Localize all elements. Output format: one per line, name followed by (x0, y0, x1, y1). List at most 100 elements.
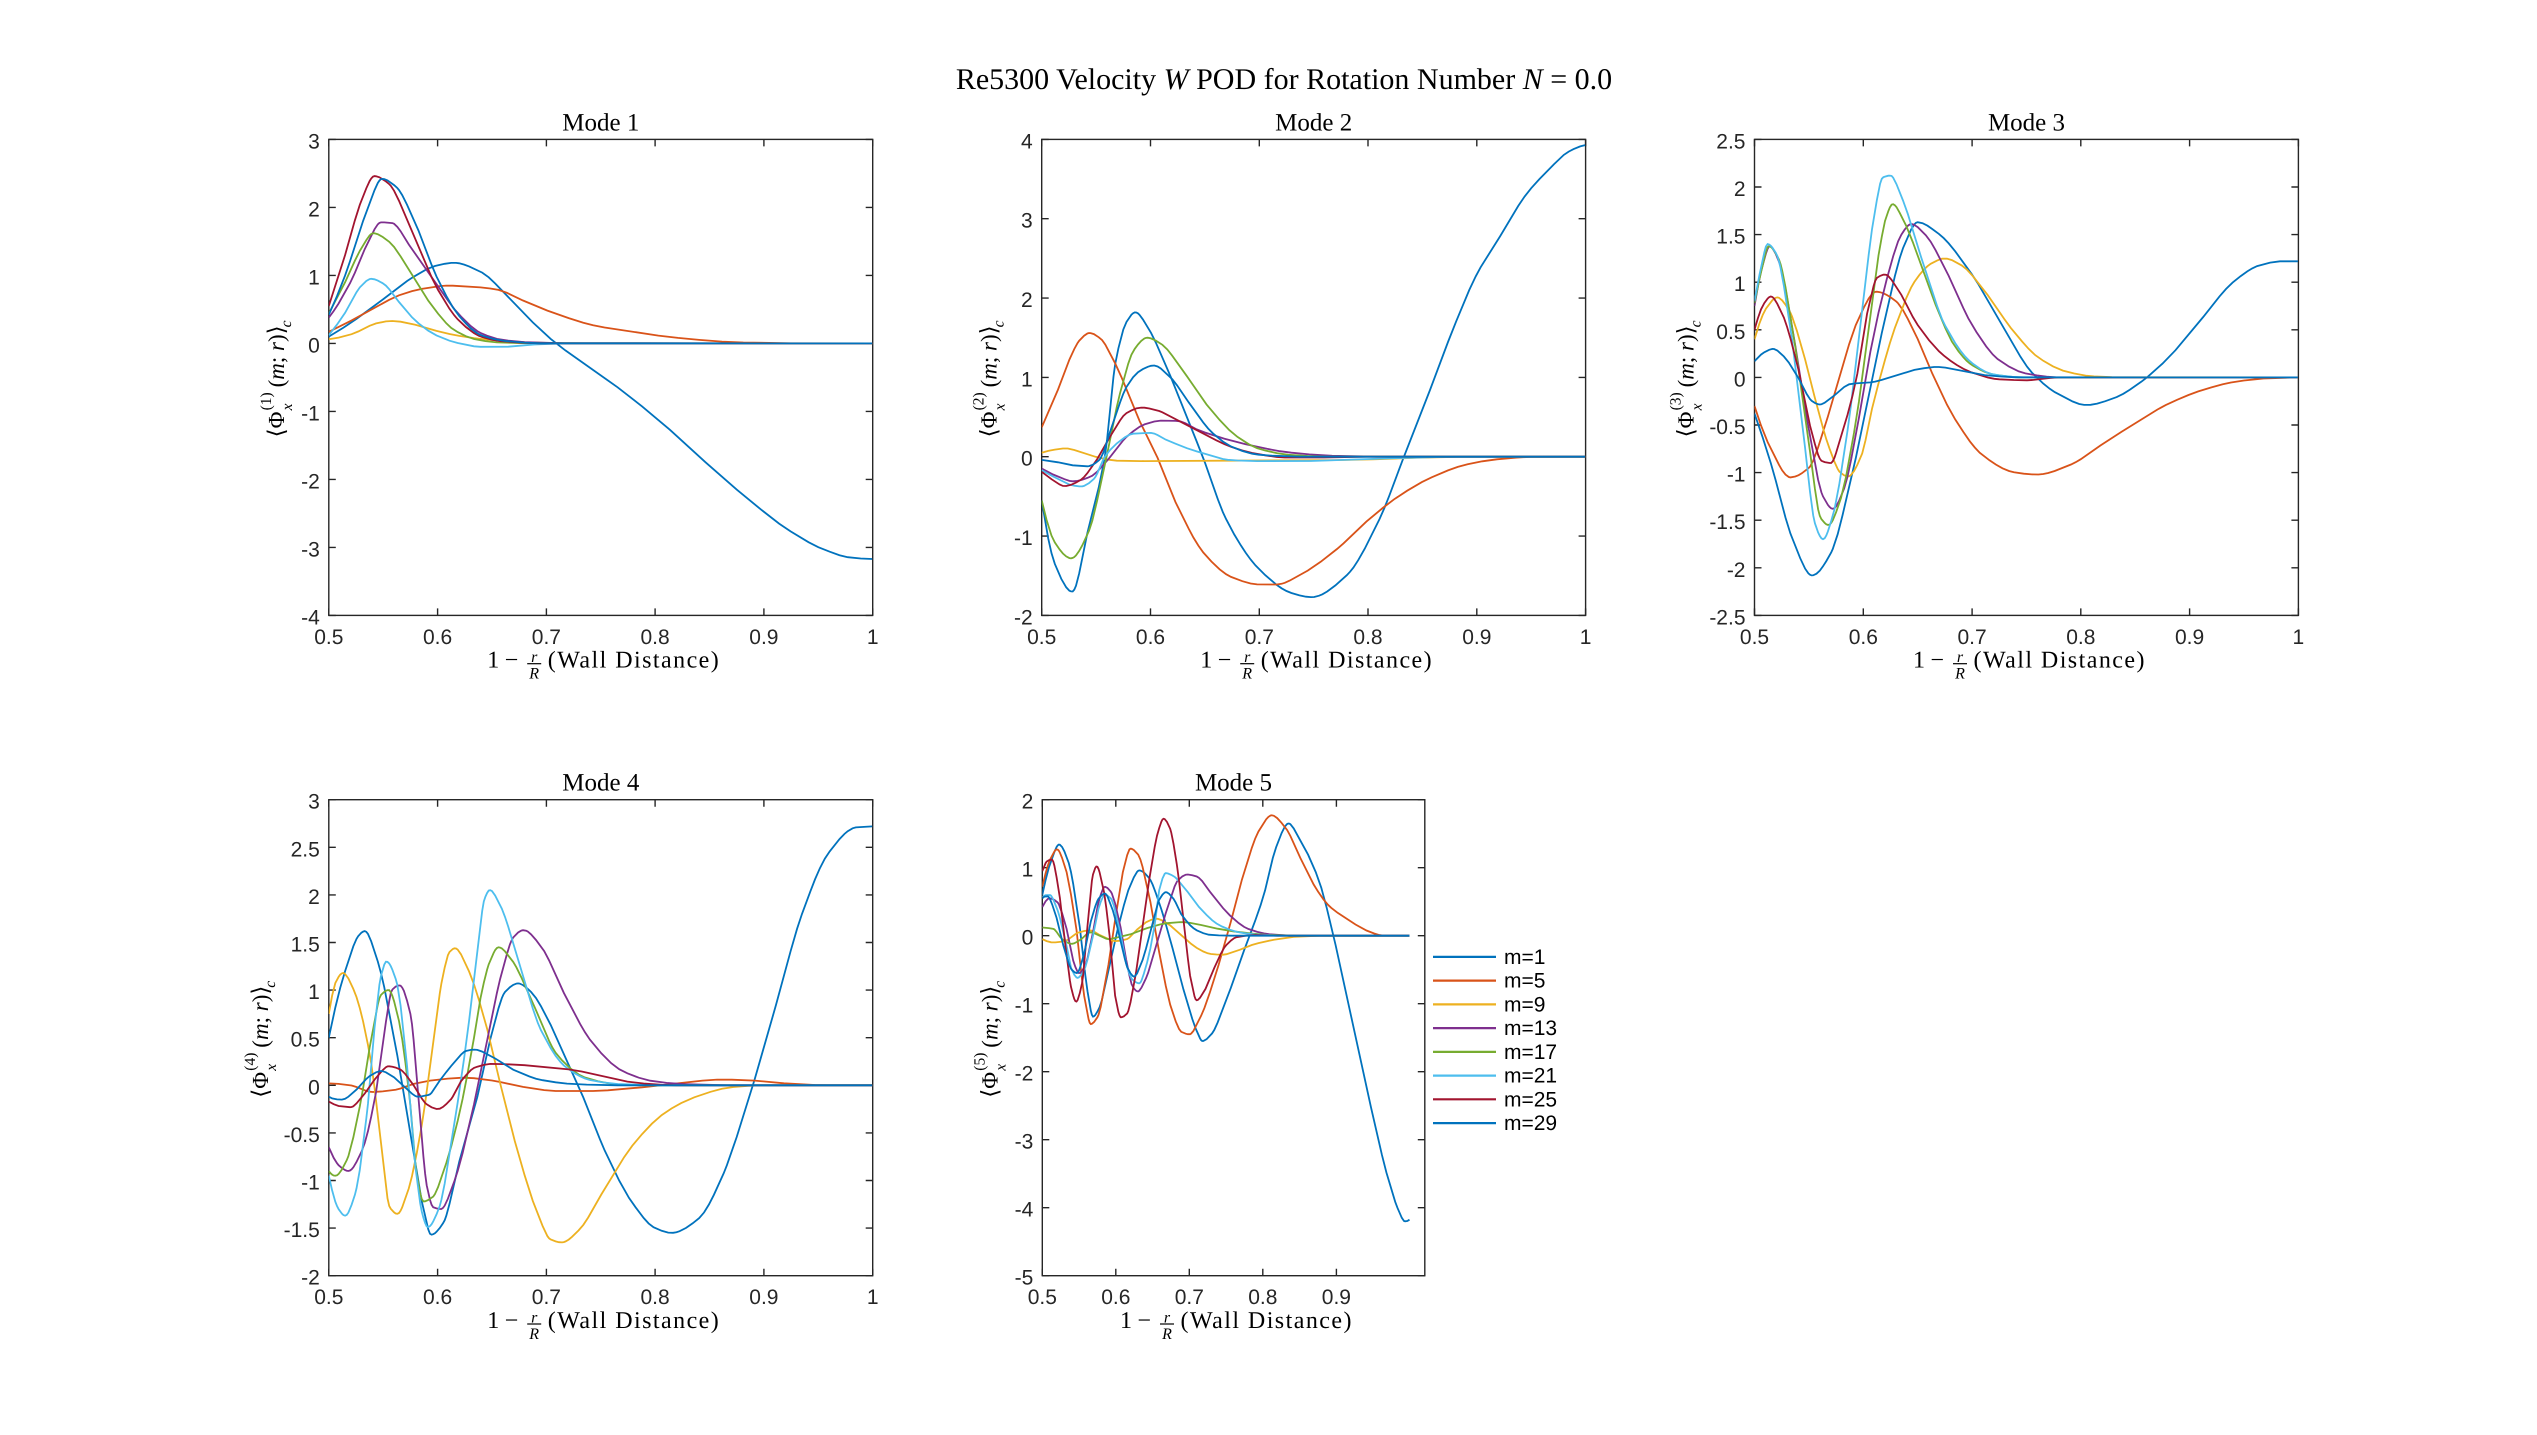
svg-text:(2): (2) (971, 392, 988, 410)
svg-text:-3: -3 (301, 538, 320, 561)
svg-text:m=9: m=9 (1504, 993, 1545, 1016)
svg-text:r: r (1244, 649, 1251, 666)
svg-text:(3): (3) (1668, 392, 1685, 410)
svg-text:c: c (991, 320, 1008, 327)
svg-text:m=21: m=21 (1504, 1065, 1557, 1088)
svg-text:0.8: 0.8 (640, 626, 669, 649)
svg-text:1: 1 (867, 626, 879, 649)
svg-text:1.5: 1.5 (1716, 226, 1745, 249)
svg-text:-3: -3 (1015, 1131, 1034, 1154)
svg-text:0.7: 0.7 (1957, 626, 1986, 649)
svg-text:0: 0 (308, 1076, 320, 1099)
svg-text:2.5: 2.5 (291, 838, 320, 861)
svg-text:-2.5: -2.5 (1709, 606, 1745, 629)
svg-text:1: 1 (867, 1286, 879, 1309)
svg-text:Mode 4: Mode 4 (562, 770, 640, 797)
svg-text:2: 2 (308, 886, 320, 909)
svg-text:-1: -1 (1727, 464, 1746, 487)
svg-text:0.7: 0.7 (1245, 626, 1274, 649)
svg-text:0.6: 0.6 (1101, 1286, 1130, 1309)
svg-text:(m; r)⟩: (m; r)⟩ (977, 325, 1002, 387)
svg-text:4: 4 (1021, 130, 1033, 153)
svg-text:-1.5: -1.5 (1709, 511, 1745, 534)
svg-text:0.6: 0.6 (1136, 626, 1165, 649)
svg-text:0.5: 0.5 (1028, 1286, 1057, 1309)
svg-text:R: R (528, 666, 539, 683)
svg-text:0.5: 0.5 (1740, 626, 1769, 649)
svg-text:x: x (992, 403, 1009, 411)
svg-text:Mode 1: Mode 1 (562, 109, 639, 136)
svg-text:0.6: 0.6 (1849, 626, 1878, 649)
svg-text:1: 1 (1022, 859, 1034, 882)
svg-text:R: R (1241, 666, 1252, 683)
svg-text:(Wall Distance): (Wall Distance) (1181, 1308, 1353, 1334)
svg-text:1: 1 (1021, 368, 1033, 391)
svg-text:(Wall Distance): (Wall Distance) (1261, 648, 1433, 674)
svg-text:-1.5: -1.5 (284, 1219, 320, 1242)
svg-text:−: − (505, 1308, 519, 1334)
svg-text:Re5300 Velocity W POD for Rota: Re5300 Velocity W POD for Rotation Numbe… (956, 63, 1612, 96)
svg-text:r: r (531, 649, 538, 666)
svg-text:0.9: 0.9 (749, 626, 778, 649)
svg-text:0.5: 0.5 (291, 1029, 320, 1052)
svg-text:⟨Φ: ⟨Φ (248, 1072, 273, 1098)
svg-text:(1): (1) (258, 392, 275, 410)
svg-text:x: x (1689, 403, 1706, 411)
svg-text:-2: -2 (1014, 606, 1033, 629)
svg-text:⟨Φ: ⟨Φ (1674, 411, 1699, 437)
svg-text:0.8: 0.8 (1248, 1286, 1277, 1309)
svg-text:1: 1 (1580, 626, 1592, 649)
svg-text:-2: -2 (1015, 1063, 1034, 1086)
svg-text:0: 0 (1734, 368, 1746, 391)
svg-text:(m; r)⟩: (m; r)⟩ (248, 986, 273, 1048)
svg-text:-1: -1 (1014, 527, 1033, 550)
svg-text:-1: -1 (301, 1172, 320, 1195)
svg-text:c: c (1688, 320, 1705, 327)
svg-text:0: 0 (308, 334, 320, 357)
svg-text:m=29: m=29 (1504, 1112, 1557, 1135)
svg-text:r: r (531, 1309, 538, 1326)
svg-text:-4: -4 (301, 606, 320, 629)
svg-text:-2: -2 (1727, 559, 1746, 582)
svg-text:3: 3 (308, 130, 320, 153)
svg-text:(Wall Distance): (Wall Distance) (548, 1308, 720, 1334)
svg-text:Mode 3: Mode 3 (1988, 109, 2065, 136)
svg-text:m=1: m=1 (1504, 946, 1545, 969)
svg-text:0.7: 0.7 (532, 1286, 561, 1309)
svg-text:0.7: 0.7 (1175, 1286, 1204, 1309)
svg-text:m=13: m=13 (1504, 1017, 1557, 1040)
svg-text:(Wall Distance): (Wall Distance) (1974, 648, 2146, 674)
svg-text:2: 2 (1022, 791, 1034, 814)
svg-text:−: − (1138, 1308, 1152, 1334)
svg-text:m=5: m=5 (1504, 970, 1545, 993)
svg-text:1: 1 (1120, 1308, 1132, 1334)
svg-text:-2: -2 (301, 1267, 320, 1290)
svg-text:1: 1 (308, 981, 320, 1004)
svg-text:x: x (263, 1064, 280, 1072)
svg-text:1: 1 (1913, 648, 1925, 674)
svg-text:1: 1 (487, 648, 499, 674)
svg-text:0: 0 (1022, 927, 1034, 950)
svg-text:0.8: 0.8 (640, 1286, 669, 1309)
svg-text:R: R (1161, 1326, 1172, 1343)
svg-text:2: 2 (1734, 178, 1746, 201)
svg-text:-1: -1 (1015, 995, 1034, 1018)
svg-text:2: 2 (1021, 289, 1033, 312)
svg-text:0.9: 0.9 (1462, 626, 1491, 649)
svg-text:0.5: 0.5 (314, 1286, 343, 1309)
svg-text:(m; r)⟩: (m; r)⟩ (264, 325, 289, 387)
svg-text:⟨Φ: ⟨Φ (264, 411, 289, 437)
svg-text:0.9: 0.9 (749, 1286, 778, 1309)
svg-text:c: c (991, 981, 1008, 988)
svg-text:Mode 5: Mode 5 (1195, 770, 1272, 797)
svg-text:c: c (262, 981, 279, 988)
svg-text:0.8: 0.8 (2066, 626, 2095, 649)
svg-text:R: R (1954, 666, 1965, 683)
svg-text:m=25: m=25 (1504, 1088, 1557, 1111)
svg-text:1: 1 (1734, 273, 1746, 296)
svg-text:-4: -4 (1015, 1199, 1034, 1222)
svg-text:0: 0 (1021, 448, 1033, 471)
svg-text:−: − (1218, 648, 1232, 674)
svg-text:Mode 2: Mode 2 (1275, 109, 1352, 136)
svg-text:(m; r)⟩: (m; r)⟩ (1674, 325, 1699, 387)
